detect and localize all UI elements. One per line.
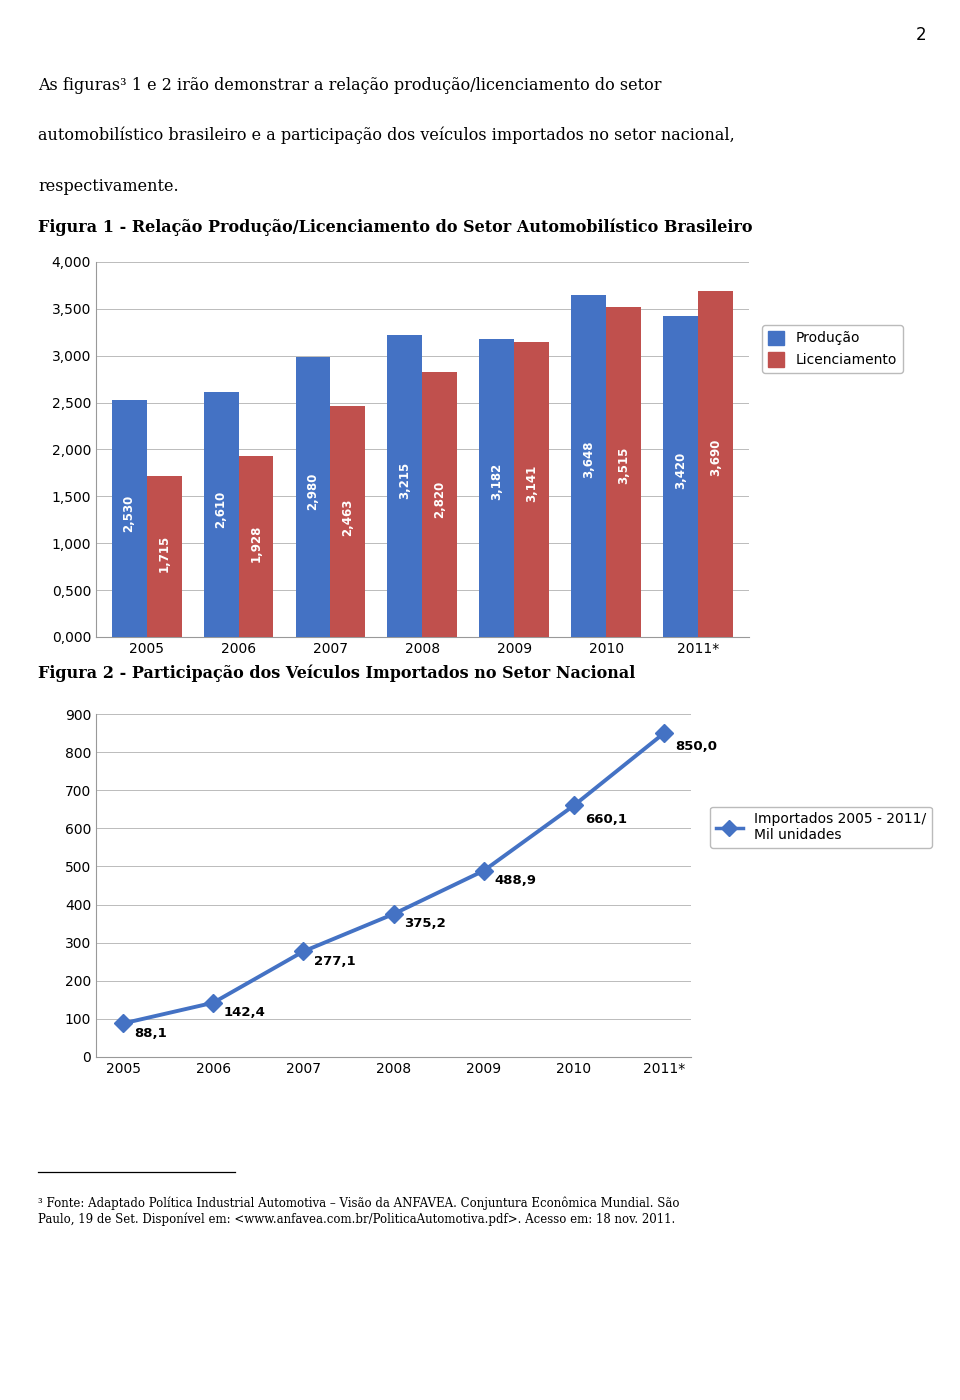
Text: Figura 2 - Participação dos Veículos Importados no Setor Nacional: Figura 2 - Participação dos Veículos Imp… (38, 665, 636, 682)
Text: 2,610: 2,610 (214, 491, 228, 528)
Text: 88,1: 88,1 (133, 1026, 167, 1040)
Legend: Importados 2005 - 2011/
Mil unidades: Importados 2005 - 2011/ Mil unidades (710, 806, 932, 848)
Text: As figuras³ 1 e 2 irão demonstrar a relação produção/licenciamento do setor: As figuras³ 1 e 2 irão demonstrar a rela… (38, 77, 661, 94)
Text: automobilístico brasileiro e a participação dos veículos importados no setor nac: automobilístico brasileiro e a participa… (38, 126, 735, 144)
Bar (607, 307, 641, 637)
Text: 850,0: 850,0 (675, 741, 717, 753)
Bar (238, 456, 274, 637)
Text: 2,530: 2,530 (123, 496, 135, 532)
Bar (698, 291, 733, 637)
Text: Figura 1 - Relação Produção/Licenciamento do Setor Automobilístico Brasileiro: Figura 1 - Relação Produção/Licenciament… (38, 218, 753, 237)
Text: ³ Fonte: Adaptado Política Industrial Automotiva – Visão da ANFAVEA. Conjuntura : ³ Fonte: Adaptado Política Industrial Au… (38, 1197, 680, 1226)
Text: 1,928: 1,928 (250, 524, 262, 561)
Bar (204, 392, 238, 637)
Bar (663, 316, 698, 637)
Bar (147, 476, 181, 637)
Text: 488,9: 488,9 (494, 874, 537, 888)
Text: 142,4: 142,4 (224, 1007, 266, 1019)
Text: 3,420: 3,420 (674, 452, 687, 489)
Text: 3,690: 3,690 (709, 438, 722, 476)
Bar (296, 357, 330, 637)
Text: 2: 2 (916, 27, 926, 43)
Text: 2,980: 2,980 (306, 473, 320, 511)
Text: 3,182: 3,182 (491, 463, 503, 500)
Bar (388, 336, 422, 637)
Text: respectivamente.: respectivamente. (38, 178, 179, 195)
Bar (479, 339, 515, 637)
Text: 277,1: 277,1 (314, 955, 356, 967)
Text: 3,515: 3,515 (617, 447, 631, 484)
Bar (422, 372, 457, 637)
Text: 3,141: 3,141 (525, 465, 539, 503)
Text: 3,215: 3,215 (398, 462, 412, 498)
Text: 2,463: 2,463 (342, 498, 354, 536)
Bar (515, 343, 549, 637)
Bar (571, 295, 607, 637)
Text: 375,2: 375,2 (404, 917, 446, 931)
Text: 2,820: 2,820 (433, 480, 446, 518)
Text: 1,715: 1,715 (157, 535, 171, 573)
Bar (111, 399, 147, 637)
Legend: Produção, Licenciamento: Produção, Licenciamento (762, 325, 902, 372)
Text: 3,648: 3,648 (583, 441, 595, 477)
Bar (330, 406, 366, 637)
Text: 660,1: 660,1 (585, 812, 627, 826)
